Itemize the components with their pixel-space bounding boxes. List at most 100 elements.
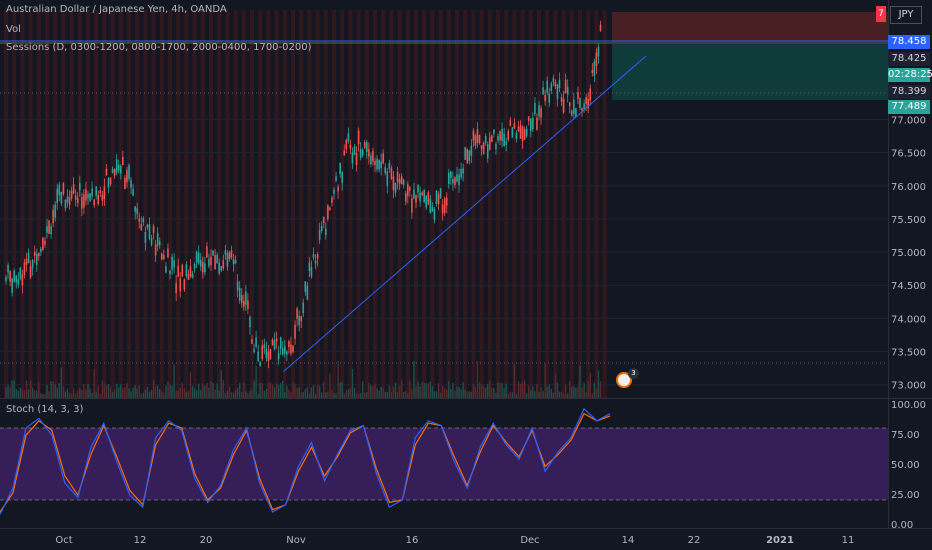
volume-bar [38,382,40,398]
candle-body [380,161,382,168]
volume-bar [521,382,524,398]
volume-bar [526,393,528,398]
candle-body [357,130,360,145]
volume-bar [93,369,95,398]
volume-bar [66,388,69,398]
candle-body [115,159,118,173]
currency-badge[interactable]: JPY [890,6,922,24]
volume-bar [171,385,173,398]
overlays [0,40,888,372]
candle-body [17,278,20,285]
session-band [348,10,353,398]
volume-bar [107,384,110,398]
candle-body [329,207,331,211]
candle-body [589,88,592,101]
session-band [446,10,451,398]
volume-bar [318,386,321,398]
volume-bar [351,368,354,398]
volume-bar [132,387,134,398]
candle-body [339,162,341,174]
volume-bar [214,389,216,398]
candle-body [325,228,327,235]
volume-bar [136,388,138,398]
volume-bar [327,391,329,398]
session-band [274,10,279,398]
candle-body [443,198,446,213]
session-band [356,10,361,398]
volume-bar [599,381,602,398]
volume-legend[interactable]: Vol [6,24,21,35]
volume-bar [68,392,71,398]
volume-bar [173,364,175,398]
volume-bar [517,381,520,398]
volume-bar [431,386,434,398]
volume-bar [427,383,429,398]
candle-body [122,156,124,165]
volume-bar [411,388,413,398]
volume-bar [212,382,214,398]
volume-bar [472,383,475,398]
candle-body [60,192,63,204]
candle-body [372,150,374,162]
candle-body [482,142,485,155]
candle-body [206,246,208,258]
volume-bar [159,388,161,398]
session-band [176,10,181,398]
sessions-legend[interactable]: Sessions (D, 0300-1200, 0800-1700, 2000-… [6,42,312,53]
volume-bar [210,380,212,398]
volume-bar [480,384,483,398]
volume-bar [366,392,368,398]
volume-bar [487,383,489,398]
volume-bar [138,384,140,398]
volume-bar [433,391,436,398]
volume-bar [198,383,200,398]
volume-bar [134,385,136,398]
volume-bar [44,393,46,398]
candle-body [35,253,38,265]
session-band [307,10,312,398]
session-band [69,10,74,398]
volume-bar [409,380,411,398]
volume-bar [56,387,58,398]
candle-body [46,226,48,233]
volume-bar [312,385,315,398]
candle-body [515,132,518,140]
volume-bar [398,385,401,398]
alert-badge[interactable]: 7 [876,6,886,22]
volume-bar [42,393,44,398]
candle-body [427,192,430,205]
volume-bar [528,385,530,398]
volume-bar [585,392,587,398]
volume-bar [507,393,509,398]
candle-body [556,84,559,99]
symbol-title[interactable]: Australian Dollar / Japanese Yen, 4h, OA… [6,4,227,15]
session-band [282,10,287,398]
volume-bar [331,389,333,398]
candle-body [19,267,22,279]
candle-body [23,262,26,276]
stoch-tick-label: 0.00 [891,520,913,531]
stoch-legend[interactable]: Stoch (14, 3, 3) [6,404,84,415]
volume-bar [21,389,24,398]
volume-bar [552,392,555,398]
volume-bar [421,381,423,398]
volume-bar [31,387,34,398]
candle-body [415,195,417,203]
session-band [512,10,517,398]
volume-bar [120,384,122,398]
candle-body [503,133,505,147]
candle-body [226,252,229,267]
volume-bar [390,391,393,398]
candle-body [587,98,589,108]
volume-bar [589,372,591,398]
events-icon[interactable]: 3 [616,368,639,388]
volume-bar [476,361,479,398]
volume-bar [413,360,415,398]
candle-body [568,102,571,107]
volume-bar [271,384,274,398]
candle-body [179,278,182,292]
volume-bar [505,383,507,398]
session-band [553,10,558,398]
